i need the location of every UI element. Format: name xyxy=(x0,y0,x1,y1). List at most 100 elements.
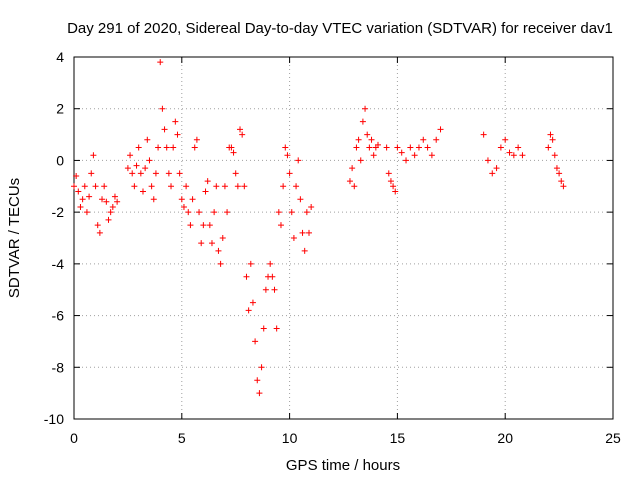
data-point xyxy=(368,136,375,143)
plot-frame xyxy=(73,56,614,420)
x-tick-label: 0 xyxy=(70,430,78,446)
data-point xyxy=(411,152,418,159)
data-point xyxy=(180,203,187,210)
data-point xyxy=(256,390,263,397)
data-point xyxy=(139,188,146,195)
data-point xyxy=(217,260,224,267)
data-point xyxy=(249,299,256,306)
data-point xyxy=(262,286,269,293)
data-point xyxy=(174,131,181,138)
data-point xyxy=(301,247,308,254)
data-point xyxy=(146,157,153,164)
data-point xyxy=(234,183,241,190)
data-point xyxy=(387,178,394,185)
data-point xyxy=(370,152,377,159)
data-point xyxy=(172,118,179,125)
data-point xyxy=(288,209,295,216)
data-point xyxy=(299,229,306,236)
data-point xyxy=(351,183,358,190)
data-point xyxy=(127,152,134,159)
data-point xyxy=(94,222,101,229)
data-point xyxy=(193,136,200,143)
data-point xyxy=(275,209,282,216)
data-point xyxy=(277,222,284,229)
data-point xyxy=(215,247,222,254)
data-point xyxy=(269,273,276,280)
data-point xyxy=(437,126,444,133)
data-point xyxy=(176,170,183,177)
data-point xyxy=(357,157,364,164)
data-point xyxy=(551,152,558,159)
data-point xyxy=(308,203,315,210)
data-point xyxy=(549,136,556,143)
data-point xyxy=(547,131,554,138)
data-point xyxy=(366,144,373,151)
data-point xyxy=(290,235,297,241)
data-point xyxy=(230,149,237,156)
data-point xyxy=(135,144,142,151)
data-point xyxy=(484,157,491,164)
data-point xyxy=(228,144,235,151)
data-point xyxy=(81,183,88,190)
data-point xyxy=(219,235,226,241)
data-point xyxy=(77,203,84,210)
data-point xyxy=(407,144,414,151)
y-tick-label: -10 xyxy=(44,411,64,427)
data-point xyxy=(90,152,97,159)
data-point xyxy=(83,209,90,216)
data-point xyxy=(282,144,289,151)
data-point xyxy=(129,170,136,177)
data-point xyxy=(390,183,397,190)
data-point xyxy=(349,165,356,172)
data-point xyxy=(79,196,86,203)
data-point xyxy=(206,222,213,229)
data-point xyxy=(260,325,267,332)
data-point xyxy=(245,307,252,314)
data-point xyxy=(99,196,106,203)
data-point xyxy=(295,157,302,164)
data-point xyxy=(152,170,159,177)
data-point xyxy=(293,183,300,190)
data-point xyxy=(353,144,360,151)
data-point xyxy=(208,240,215,247)
data-point xyxy=(247,260,254,267)
data-point xyxy=(556,170,563,177)
data-point xyxy=(398,149,405,156)
data-point xyxy=(75,188,82,195)
data-point xyxy=(480,131,487,138)
data-point xyxy=(267,260,274,267)
data-point xyxy=(489,170,496,177)
data-point xyxy=(497,144,504,151)
data-point xyxy=(385,170,392,177)
data-point xyxy=(232,170,239,177)
data-point xyxy=(150,196,157,203)
x-tick-label: 5 xyxy=(178,430,186,446)
data-point xyxy=(131,183,138,190)
data-point xyxy=(271,286,278,293)
data-point xyxy=(73,172,80,179)
data-point xyxy=(157,59,164,66)
x-tick-label: 15 xyxy=(390,430,406,446)
data-point xyxy=(420,136,427,143)
data-point xyxy=(124,165,131,172)
y-tick-label: -8 xyxy=(52,359,65,375)
data-point xyxy=(202,188,209,195)
data-point xyxy=(109,203,116,210)
data-point xyxy=(515,144,522,151)
data-point xyxy=(92,183,99,190)
data-point xyxy=(558,178,565,185)
data-point xyxy=(280,183,287,190)
data-point xyxy=(306,229,313,236)
data-point xyxy=(191,144,198,151)
y-tick-label: -6 xyxy=(52,308,65,324)
data-point xyxy=(155,144,162,151)
data-point xyxy=(213,183,220,190)
data-point xyxy=(403,157,410,164)
data-point xyxy=(170,144,177,151)
y-tick-label: -2 xyxy=(52,204,65,220)
data-point xyxy=(133,162,140,169)
data-point xyxy=(252,338,259,345)
data-point xyxy=(258,364,265,371)
data-point xyxy=(362,105,369,112)
